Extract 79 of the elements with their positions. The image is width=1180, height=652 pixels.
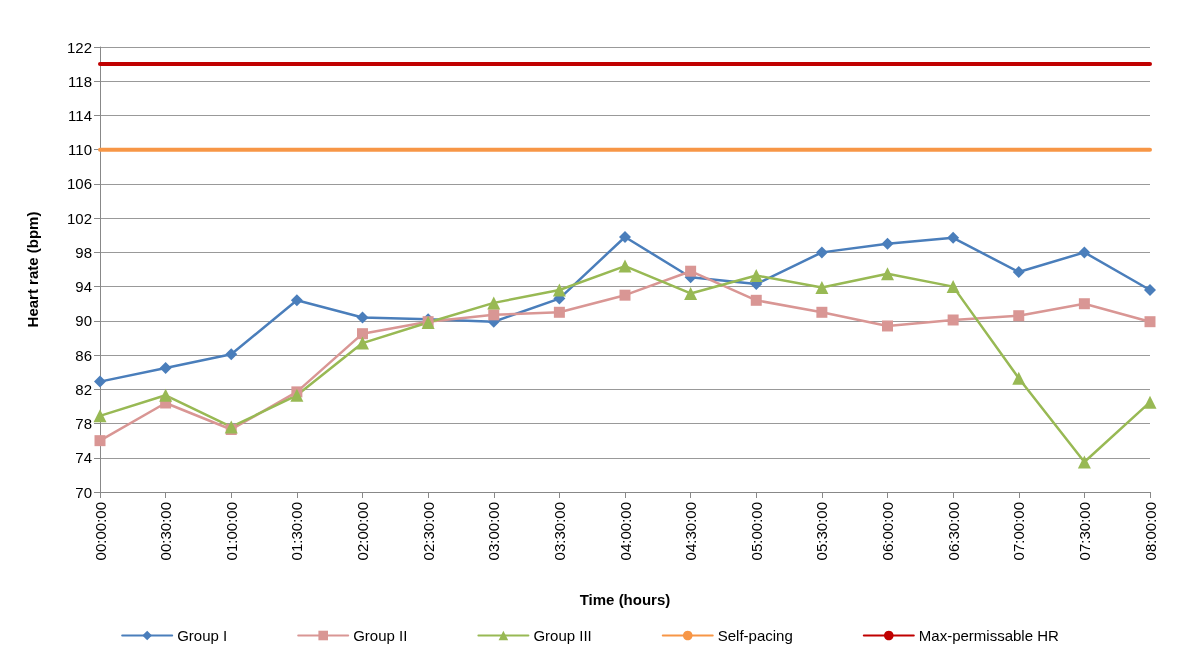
y-tick-label: 114 [68,106,92,124]
x-tick-label: 07:30:00 [1075,502,1093,561]
point [356,336,369,350]
point [159,361,172,374]
legend-label: Group I [177,627,228,644]
x-tick-label: 06:30:00 [944,502,962,561]
point [94,375,106,388]
point [224,420,238,434]
point [619,230,631,243]
point [947,314,959,326]
y-tick-label: 70 [75,483,92,501]
x-tick-label: 02:00:00 [354,502,371,561]
point [94,435,106,447]
x-tick-label: 07:00:00 [1010,502,1028,561]
x-tick-label: 08:00:00 [1141,502,1159,561]
y-tick-label: 82 [75,380,92,398]
point [1078,298,1090,310]
point [290,388,304,402]
y-tick-label: 86 [75,346,92,364]
point [618,259,632,273]
point [816,306,828,318]
x-tick-label: 00:00:00 [91,502,109,561]
y-tick-label: 90 [75,312,92,330]
point [225,348,238,361]
x-tick-label: 04:00:00 [616,502,634,561]
x-tick-label: 06:00:00 [879,502,896,561]
x-axis-title: Time (hours) [579,591,671,608]
y-tick-label: 110 [68,141,92,159]
point [619,289,631,301]
point [881,237,894,250]
legend-label: Self-pacing [717,627,793,644]
point [1012,371,1026,385]
point [159,388,173,402]
y-tick-label: 106 [66,175,92,193]
point [947,231,960,244]
y-axis-title: Heart rate (bpm) [24,211,41,328]
point [553,306,565,318]
point [1078,246,1091,259]
x-tick-label: 05:00:00 [747,502,765,561]
point [946,280,960,294]
point [1144,316,1156,328]
point [1077,455,1091,469]
point [881,267,894,281]
x-tick-label: 03:30:00 [550,502,568,561]
legend-label: Max-permissable HR [918,627,1059,644]
y-tick-label: 94 [75,278,92,296]
y-tick-label: 122 [66,38,92,56]
point [1143,395,1157,409]
y-tick-label: 74 [75,449,92,467]
x-tick-label: 05:30:00 [813,502,831,561]
y-tick-label: 118 [68,72,92,90]
x-tick-label: 01:30:00 [288,502,306,561]
point [750,294,762,306]
point [357,328,368,340]
point [1013,310,1025,322]
point [488,309,500,321]
point [684,286,698,300]
point [356,311,369,324]
point [487,296,501,310]
point [1144,284,1156,297]
y-tick-label: 102 [66,209,92,227]
x-tick-label: 02:30:00 [419,502,437,561]
legend-label: Group II [353,627,408,644]
point [93,409,107,423]
point [749,268,763,282]
x-tick-label: 03:00:00 [485,502,503,561]
y-tick-label: 98 [75,243,92,261]
point [815,280,829,294]
point [685,265,697,277]
y-tick-label: 78 [75,415,92,433]
x-tick-label: 00:30:00 [157,502,175,561]
point [290,294,303,307]
x-tick-label: 04:30:00 [682,502,700,561]
point [1012,266,1025,279]
x-tick-label: 01:00:00 [222,502,240,561]
point [882,320,893,332]
legend-label: Group III [533,627,592,644]
point [552,283,566,297]
point [815,246,828,259]
